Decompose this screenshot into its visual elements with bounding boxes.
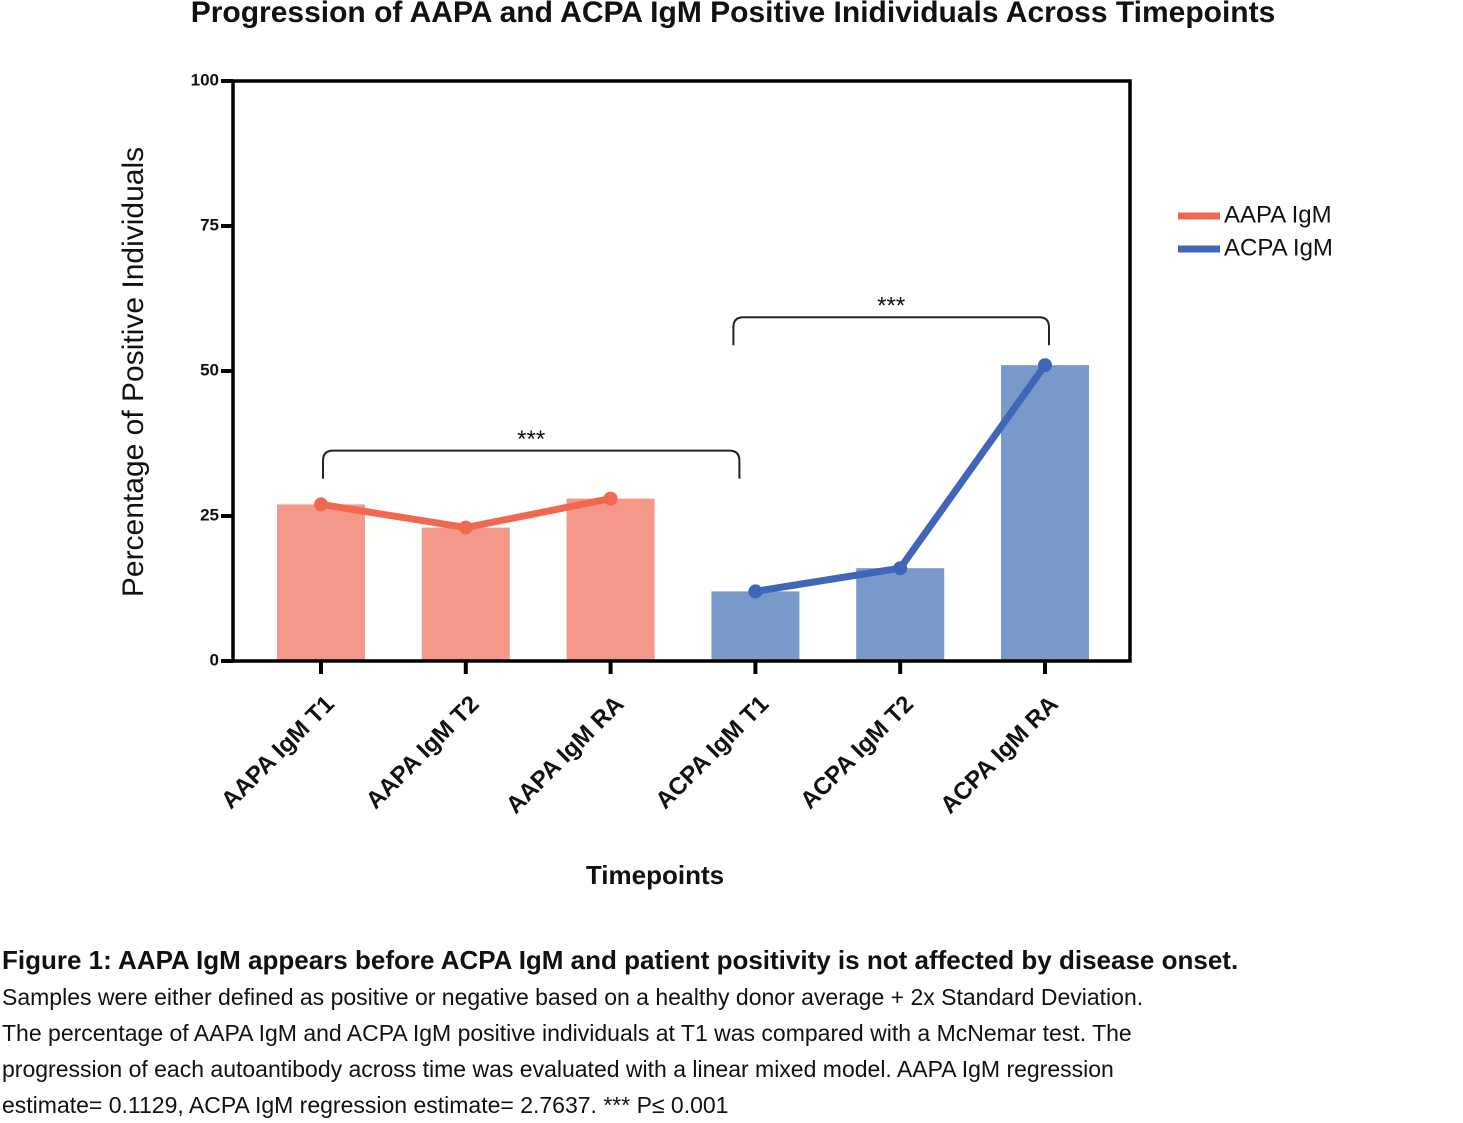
y-tick-label: 0 [210, 650, 219, 669]
series-point [1038, 358, 1052, 373]
x-tick-label: AAPA IgM RA [501, 691, 629, 819]
series-point [893, 561, 908, 576]
series-point [748, 584, 763, 599]
bar [1001, 365, 1089, 661]
significance-label: *** [517, 426, 545, 453]
caption-line: Samples were either defined as positive … [2, 984, 1143, 1010]
x-tick-label: ACPA IgM T2 [795, 691, 919, 815]
bar [421, 527, 510, 661]
significance-bracket [322, 449, 741, 479]
legend-label: ACPA IgM [1224, 234, 1333, 261]
plot-frame [231, 79, 1132, 663]
x-tick-label: ACPA IgM T1 [650, 691, 774, 815]
legend-label: AAPA IgM [1224, 201, 1332, 228]
x-tick-label: ACPA IgM RA [935, 691, 1063, 819]
series-point [458, 520, 473, 535]
y-tick-label: 75 [200, 215, 219, 234]
chart-title: Progression of AAPA and ACPA IgM Positiv… [191, 0, 1276, 29]
series-point [603, 491, 618, 506]
series-point [314, 497, 328, 512]
x-tick-label: AAPA IgM T2 [361, 691, 485, 815]
caption-line: estimate= 0.1129, ACPA IgM regression es… [2, 1092, 728, 1118]
y-axis-label: Percentage of Positive Individuals [117, 147, 150, 597]
significance-bracket [732, 316, 1050, 346]
caption-line: progression of each autoantibody across … [2, 1056, 1114, 1082]
significance-label: *** [877, 293, 905, 320]
bar [277, 504, 365, 661]
caption-title: Figure 1: AAPA IgM appears before ACPA I… [2, 945, 1238, 975]
x-axis-label: Timepoints [586, 860, 724, 890]
bar [856, 568, 945, 661]
y-tick-label: 100 [191, 70, 219, 89]
bar [566, 498, 655, 661]
x-tick-label: AAPA IgM T1 [216, 691, 340, 815]
bar [711, 591, 800, 661]
caption-line: The percentage of AAPA IgM and ACPA IgM … [2, 1020, 1132, 1046]
y-tick-label: 50 [200, 360, 219, 379]
y-tick-label: 25 [200, 505, 219, 524]
